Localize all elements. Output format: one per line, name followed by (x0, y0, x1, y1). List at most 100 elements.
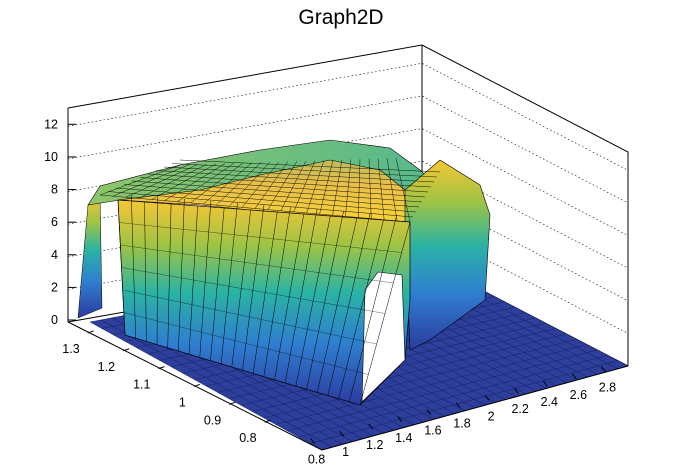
z-axis: 0 2 4 6 8 10 12 (44, 117, 76, 327)
wall-mesh-line (220, 202, 238, 364)
top-mesh-line (332, 159, 343, 216)
z-tick-label: 0 (51, 313, 58, 327)
top-mesh-line (229, 161, 271, 207)
x-tick-mark (571, 373, 577, 380)
wall-mesh-line (349, 214, 397, 402)
top-mesh-line (241, 161, 280, 208)
x-axis: 0.8 1 1.2 1.4 1.6 1.8 2 2.2 2.4 2.6 2.8 (308, 366, 616, 466)
left-back-wall (77, 194, 103, 319)
x-tick-label: 0.8 (308, 452, 325, 466)
wall-mesh (117, 194, 411, 406)
floor-gridline (298, 355, 608, 438)
wall-mesh-line (120, 244, 394, 284)
top-mesh-line (280, 160, 307, 211)
top-mesh (99, 157, 441, 223)
top-mesh-line (171, 163, 438, 178)
y-tick-label: 0.8 (239, 431, 256, 445)
y-tick-label: 1.3 (62, 342, 79, 356)
chart-title: Graph2D (298, 6, 383, 29)
x-tick-mark (513, 387, 519, 394)
y-tick-mark (87, 330, 94, 334)
x-tick-label: 2 (488, 409, 495, 423)
z-tick-label: 4 (51, 248, 58, 262)
top-mesh-line (345, 159, 352, 217)
wall-mesh-line (306, 210, 344, 390)
y-axis: 0.8 0.9 1 1.1 1.2 1.3 (62, 330, 271, 445)
top-mesh-line (115, 187, 417, 213)
x-tick-label: 1.6 (424, 424, 441, 438)
top-mesh-line (163, 166, 435, 183)
wall-mesh-line (199, 200, 212, 358)
x-tick-mark (455, 402, 461, 408)
top-mesh-line (125, 164, 199, 198)
x-tick-label: 2.4 (541, 395, 558, 409)
x-tick-label: 2.2 (511, 402, 528, 416)
top-mesh-line (267, 161, 298, 210)
top-mesh-line (147, 173, 429, 193)
y-tick-mark (229, 401, 236, 405)
front-gap (361, 271, 406, 403)
wall-mesh-line (327, 212, 371, 396)
x-tick-label: 2.6 (570, 388, 587, 402)
x-tick-mark (339, 430, 345, 437)
top-mesh-line (131, 180, 423, 203)
z-tick-label: 8 (51, 183, 58, 197)
x-tick-label: 1.8 (453, 417, 470, 431)
y-tick-label: 1 (179, 395, 186, 409)
floor-gridline (275, 344, 587, 425)
y-tick-mark (264, 419, 271, 423)
floor-gridline (252, 333, 567, 412)
x-tick-mark (310, 438, 315, 444)
y-tick-mark (122, 348, 130, 352)
top-mesh-line (151, 163, 217, 200)
front-wall (117, 199, 411, 406)
x-tick-mark (484, 395, 490, 401)
wall-mesh-line (284, 208, 318, 383)
top-mesh-line (99, 194, 411, 223)
top-mesh-line (139, 177, 426, 198)
y-tick-mark (193, 383, 201, 387)
y-tick-label: 0.9 (204, 413, 221, 427)
x-tick-label: 1 (342, 445, 349, 459)
top-mesh-line (177, 163, 235, 202)
wall-mesh-line (156, 196, 159, 345)
top-mesh-line (306, 160, 325, 214)
top-mesh-line (99, 164, 181, 196)
top-mesh-line (138, 163, 208, 199)
x-tick-label: 1.2 (366, 438, 383, 452)
floor-gridline (310, 360, 618, 444)
wall-mesh-line (122, 289, 377, 345)
y-tick-mark (158, 366, 165, 370)
top-mesh-line (155, 170, 432, 188)
z-tick-label: 12 (44, 117, 58, 131)
wall-mesh-line (178, 198, 185, 351)
x-tick-mark (601, 366, 606, 372)
x-tick-mark (542, 380, 548, 387)
wall-mesh-line (242, 204, 265, 371)
y-tick-label: 1.2 (98, 360, 115, 374)
top-mesh-line (293, 160, 316, 212)
z-tick-label: 2 (51, 280, 58, 294)
top-mesh-line (358, 159, 361, 218)
top-mesh-line (179, 159, 441, 173)
top-mesh-line (319, 159, 334, 215)
z-tick-label: 10 (44, 150, 58, 164)
z-tick-label: 6 (51, 215, 58, 229)
x-tick-mark (426, 409, 432, 415)
y-tick-label: 1.1 (133, 378, 150, 392)
top-mesh-line (123, 184, 420, 208)
top-mesh-line (216, 162, 262, 206)
wall-mesh-line (119, 222, 402, 253)
top-mesh-line (112, 164, 190, 197)
top-mesh-line (107, 191, 414, 218)
x-tick-label: 2.8 (599, 381, 616, 395)
x-tick-mark (368, 423, 374, 430)
floor-gridline (263, 338, 577, 419)
floor-gridline (287, 349, 598, 432)
wall-mesh-line (121, 267, 386, 314)
wall-mesh-line (263, 206, 291, 377)
wall-mesh-line (131, 194, 136, 339)
wall-mesh-line (123, 312, 369, 375)
x-tick-mark (397, 416, 403, 423)
